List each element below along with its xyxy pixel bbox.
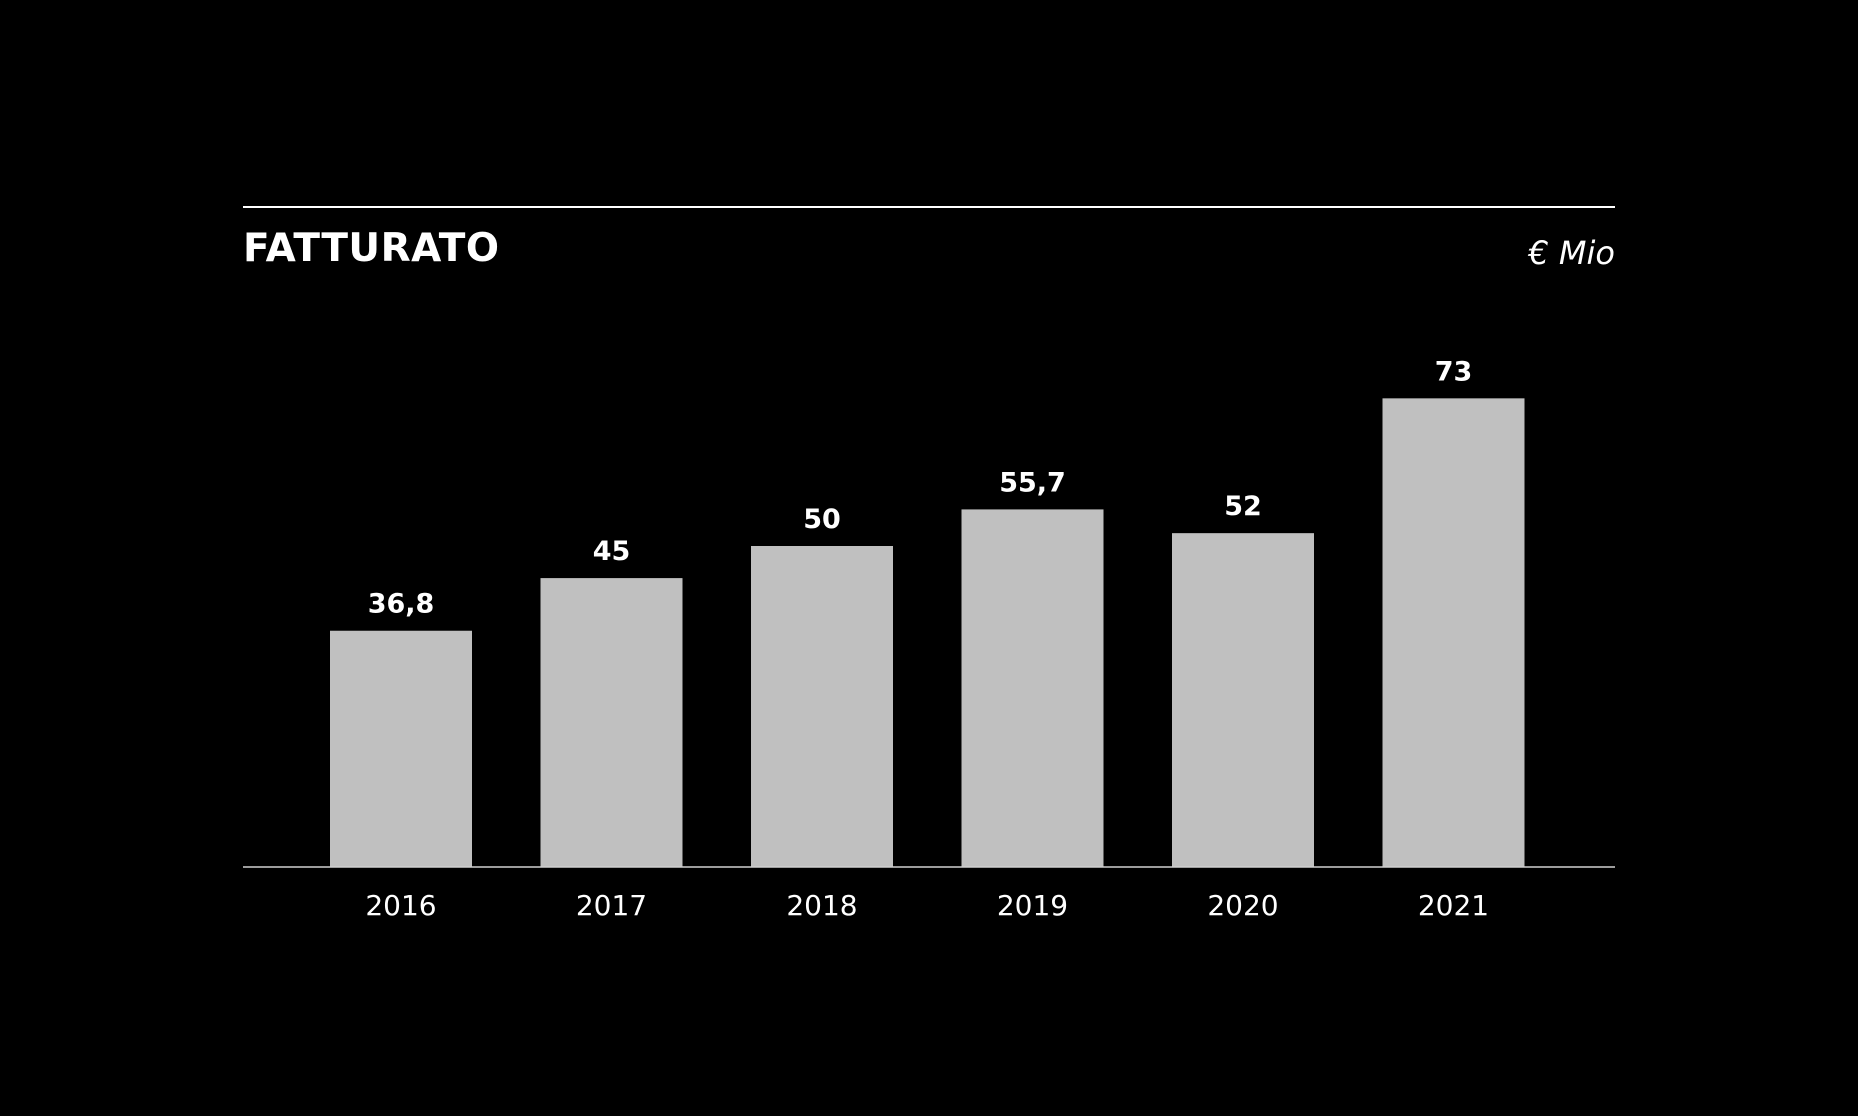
bar-2017 — [540, 578, 683, 867]
value-labels-group: 36,8 45 50 55,7 52 73 — [368, 356, 1473, 619]
bar-2020 — [1172, 533, 1314, 867]
category-label-2017: 2017 — [576, 889, 647, 922]
bar-2019 — [961, 509, 1104, 867]
chart-title: FATTURATO — [243, 226, 500, 271]
bar-2018 — [751, 546, 893, 867]
unit-label: € Mio — [1528, 234, 1615, 272]
category-label-2021: 2021 — [1418, 889, 1489, 922]
category-labels-group: 2016 2017 2018 2019 2020 2021 — [365, 889, 1489, 922]
top-divider-line — [243, 206, 1615, 208]
category-label-2018: 2018 — [786, 889, 857, 922]
value-label-2016: 36,8 — [368, 589, 435, 620]
value-label-2019: 55,7 — [999, 467, 1066, 498]
value-label-2018: 50 — [803, 504, 841, 535]
value-label-2021: 73 — [1435, 356, 1473, 387]
value-label-2020: 52 — [1224, 491, 1262, 522]
value-label-2017: 45 — [593, 536, 631, 567]
category-label-2020: 2020 — [1207, 889, 1278, 922]
category-label-2016: 2016 — [365, 889, 436, 922]
bar-2021 — [1382, 398, 1525, 867]
category-label-2019: 2019 — [997, 889, 1068, 922]
bar-2016 — [330, 630, 472, 867]
bars-group — [330, 398, 1525, 867]
